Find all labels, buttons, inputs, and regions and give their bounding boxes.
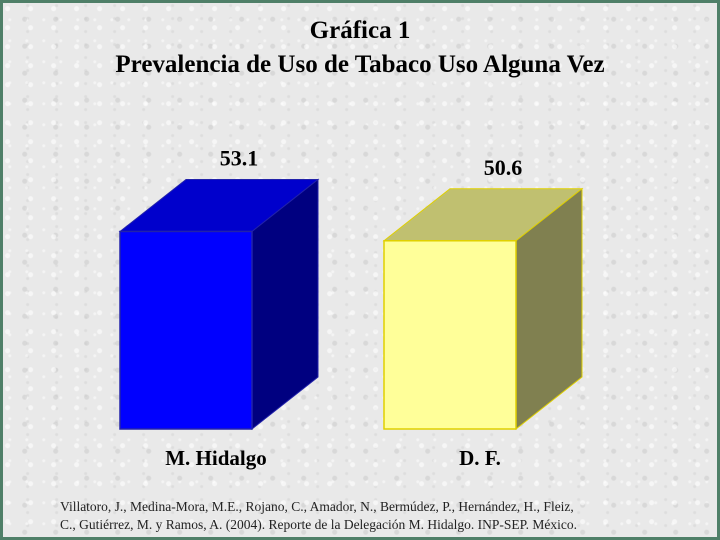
slide: Gráfica 1 Prevalencia de Uso de Tabaco U…: [3, 3, 717, 537]
source-citation: Villatoro, J., Medina-Mora, M.E., Rojano…: [60, 498, 700, 534]
category-label: M. Hidalgo: [165, 446, 267, 470]
bar: [119, 230, 253, 430]
bar-chart: 53.1 M. Hidalgo 50.6 D. F.: [118, 145, 584, 470]
chart-title-line-1: Gráfica 1: [309, 17, 411, 44]
bar-value-label: 53.1: [220, 145, 259, 170]
chart-title-line-2: Prevalencia de Uso de Tabaco Uso Alguna …: [115, 51, 605, 78]
bar-value-label: 50.6: [484, 155, 523, 180]
source-line-2: C., Gutiérrez, M. y Ramos, A. (2004). Re…: [60, 517, 578, 532]
category-label: D. F.: [459, 446, 501, 470]
bar: [383, 240, 517, 430]
source-line-1: Villatoro, J., Medina-Mora, M.E., Rojano…: [60, 499, 574, 514]
